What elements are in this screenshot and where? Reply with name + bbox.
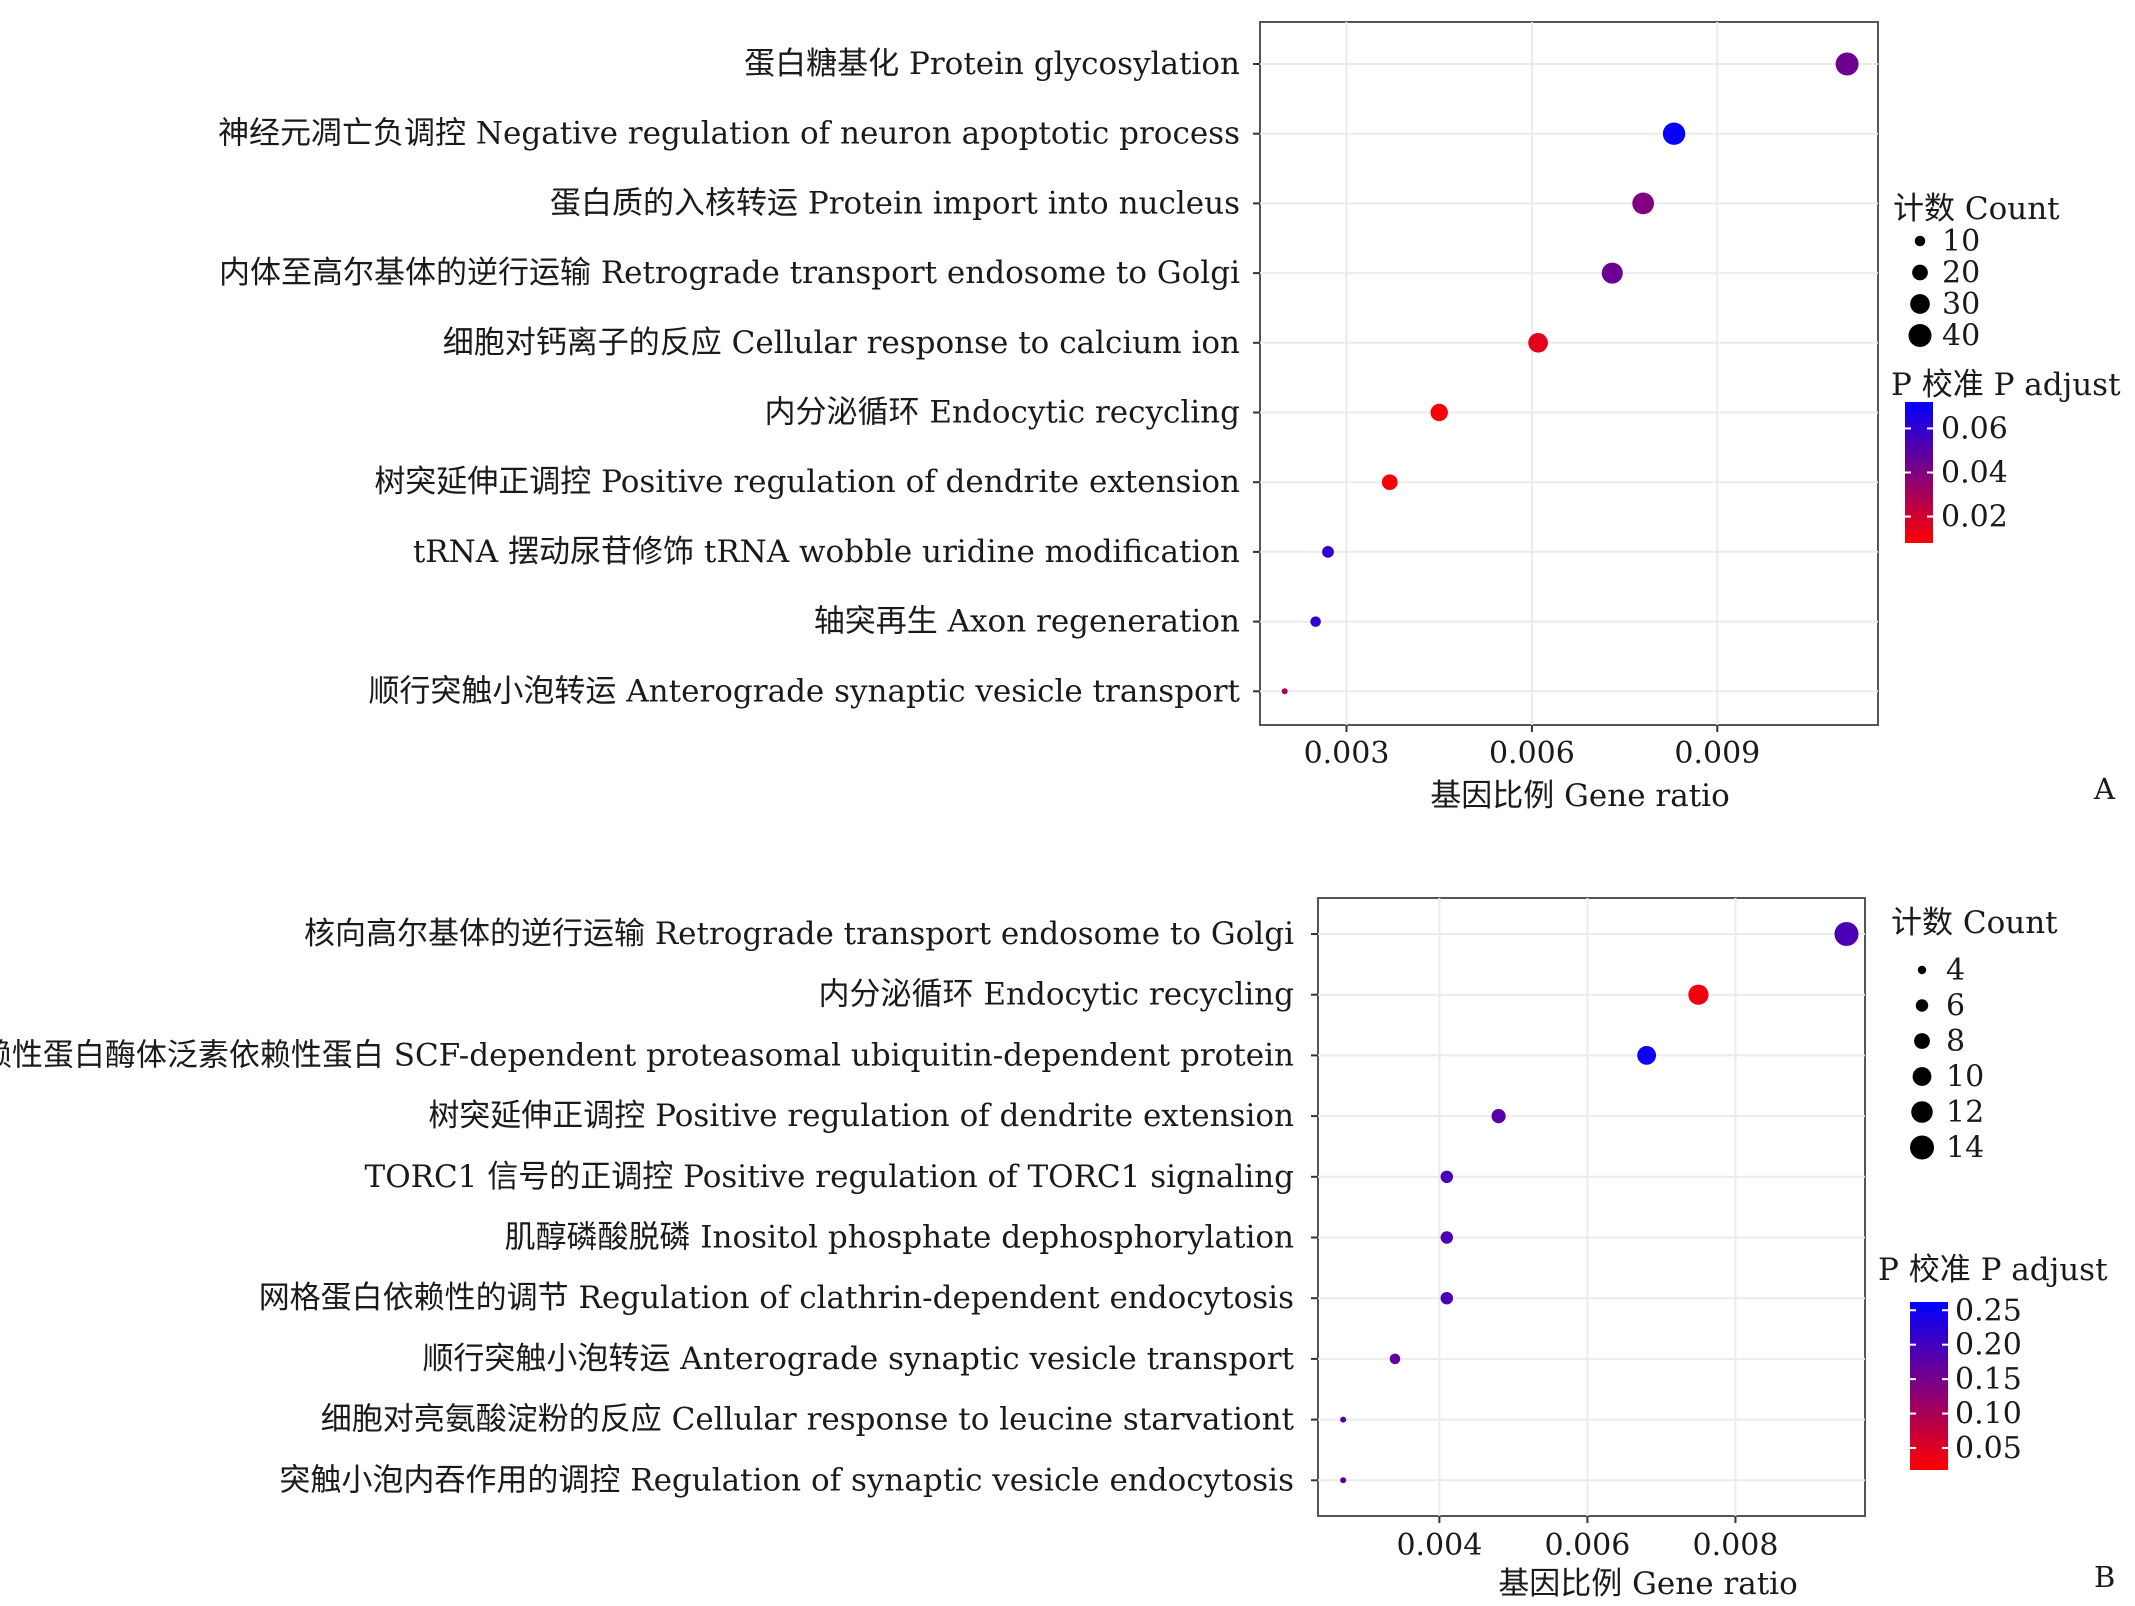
category-label: 内分泌循环 Endocytic recycling <box>765 395 1240 431</box>
x-tick-label: 0.003 <box>1304 736 1390 771</box>
data-point <box>1281 688 1288 695</box>
size-legend-dot <box>1908 324 1932 347</box>
category-label: 内分泌循环 Endocytic recycling <box>819 977 1294 1013</box>
category-label: 网格蛋白依赖性的调节 Regulation of clathrin-depend… <box>259 1280 1294 1316</box>
color-legend-title: P 校准 P adjust <box>1878 1252 2108 1288</box>
size-legend-dot <box>1910 294 1930 314</box>
color-legend-label: 0.06 <box>1941 411 2008 446</box>
plot-frame <box>1317 897 1866 1517</box>
category-label: 蛋白糖基化 Protein glycosylation <box>744 46 1240 82</box>
category-label: 细胞对钙离子的反应 Cellular response to calcium i… <box>443 325 1240 361</box>
panel-b-chart: 核向高尔基体的逆行运输 Retrograde transport endosom… <box>0 897 2115 1602</box>
category-label: tRNA 摆动尿苷修饰 tRNA wobble uridine modifica… <box>413 534 1240 570</box>
category-label: 蛋白质的入核转运 Protein import into nucleus <box>550 185 1240 221</box>
color-legend-label: 0.15 <box>1955 1362 2022 1397</box>
size-legend-dot <box>1914 1033 1930 1049</box>
size-legend-label: 8 <box>1946 1024 1965 1059</box>
size-legend-label: 4 <box>1946 953 1965 988</box>
size-legend-dot <box>1914 235 1926 247</box>
x-tick-label: 0.006 <box>1489 736 1575 771</box>
data-point <box>1430 403 1448 422</box>
category-label: 细胞对亮氨酸淀粉的反应 Cellular response to leucine… <box>321 1402 1295 1438</box>
x-tick-label: 0.008 <box>1693 1528 1779 1563</box>
category-label: 顺行突触小泡转运 Anterograde synaptic vesicle tr… <box>422 1341 1294 1377</box>
size-legend-title: 计数 Count <box>1891 905 2058 941</box>
data-point <box>1340 1416 1347 1423</box>
size-legend-label: 30 <box>1942 287 1980 322</box>
category-label: 树突延伸正调控 Positive regulation of dendrite … <box>374 464 1240 500</box>
size-legend-dot <box>1912 1067 1932 1086</box>
size-legend-label: 14 <box>1946 1131 1984 1166</box>
size-legend-title: 计数 Count <box>1893 191 2060 227</box>
data-point <box>1637 1045 1657 1065</box>
panel-label: B <box>2094 1560 2115 1594</box>
data-point <box>1340 1477 1347 1484</box>
category-label: 突触小泡内吞作用的调控 Regulation of synaptic vesic… <box>279 1462 1294 1498</box>
size-legend-label: 20 <box>1942 256 1980 291</box>
size-legend-label: 10 <box>1942 224 1980 259</box>
data-point <box>1381 474 1398 491</box>
x-tick-label: 0.006 <box>1544 1528 1630 1563</box>
size-legend-label: 6 <box>1946 989 1965 1024</box>
data-point <box>1440 1291 1454 1305</box>
data-point <box>1632 192 1655 215</box>
data-point <box>1389 1353 1401 1365</box>
category-label: 树突延伸正调控 Positive regulation of dendrite … <box>428 1098 1294 1134</box>
size-legend-label: 40 <box>1942 319 1980 354</box>
data-point <box>1688 984 1709 1005</box>
color-legend-label: 0.20 <box>1955 1328 2022 1363</box>
size-legend-dot <box>1911 1101 1933 1123</box>
x-axis-title: 基因比例 Gene ratio <box>1498 1566 1797 1602</box>
category-label: 轴突再生 Axon regeneration <box>814 604 1240 640</box>
x-tick-label: 0.009 <box>1674 736 1760 771</box>
x-tick-label: 0.004 <box>1396 1528 1482 1563</box>
data-point <box>1601 262 1623 284</box>
color-legend-bar <box>1910 1302 1948 1470</box>
size-legend-dot <box>1910 1135 1934 1160</box>
color-legend-title: P 校准 P adjust <box>1891 367 2121 403</box>
size-legend-dot <box>1915 999 1929 1012</box>
plot-frame <box>1259 21 1879 726</box>
category-label: 顺行突触小泡转运 Anterograde synaptic vesicle tr… <box>368 673 1240 709</box>
data-point <box>1834 922 1859 946</box>
category-label: 内体至高尔基体的逆行运输 Retrograde transport endoso… <box>219 255 1240 291</box>
category-label: 神经元凋亡负调控 Negative regulation of neuron a… <box>218 116 1240 152</box>
data-point <box>1491 1109 1506 1124</box>
panel-a-chart: 蛋白糖基化 Protein glycosylation 神经元凋亡负调控 Nega… <box>218 21 2121 814</box>
data-point <box>1528 332 1548 353</box>
color-legend-label: 0.04 <box>1941 456 2008 491</box>
data-point <box>1322 546 1334 558</box>
size-legend-label: 12 <box>1946 1095 1984 1130</box>
size-legend-dot <box>1912 264 1928 281</box>
category-label: TORC1 信号的正调控 Positive regulation of TORC… <box>365 1159 1294 1195</box>
category-label: SCF 依赖性蛋白酶体泛素依赖性蛋白 SCF-dependent proteas… <box>0 1037 1294 1073</box>
category-label: 肌醇磷酸脱磷 Inositol phosphate dephosphorylat… <box>504 1220 1294 1256</box>
color-legend-label: 0.25 <box>1955 1293 2022 1328</box>
data-point <box>1310 616 1321 627</box>
size-legend-dot <box>1917 965 1927 975</box>
size-legend-label: 10 <box>1946 1060 1984 1095</box>
x-axis-title: 基因比例 Gene ratio <box>1430 778 1729 814</box>
panel-label: A <box>2093 772 2116 806</box>
color-legend-label: 0.10 <box>1955 1397 2022 1432</box>
color-legend-label: 0.02 <box>1941 500 2008 535</box>
data-point <box>1835 52 1859 76</box>
data-point <box>1662 122 1686 145</box>
category-label: 核向高尔基体的逆行运输 Retrograde transport endosom… <box>304 916 1294 952</box>
data-point <box>1440 1231 1454 1244</box>
data-point <box>1440 1170 1454 1184</box>
color-legend-label: 0.05 <box>1955 1431 2022 1466</box>
